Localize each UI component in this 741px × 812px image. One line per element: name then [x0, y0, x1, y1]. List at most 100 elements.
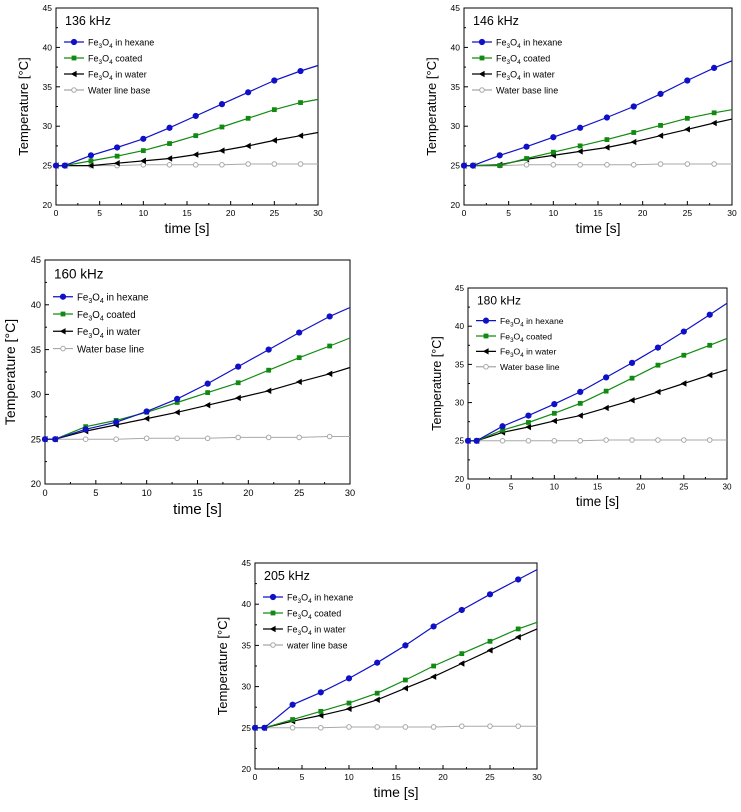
legend-text: in hexane [104, 293, 149, 304]
data-point-hexane [271, 77, 278, 84]
data-point-hexane [680, 328, 687, 335]
data-point-hexane [143, 408, 150, 415]
data-point-coated [431, 663, 436, 669]
legend-subscript: 4 [517, 59, 521, 66]
legend-entry-coated: Fe3O4 coated [53, 310, 136, 323]
data-point-hexane [551, 401, 558, 408]
y-tick-label: 25 [31, 434, 41, 444]
data-point-water [173, 409, 180, 416]
x-tick-label: 30 [345, 488, 355, 498]
y-tick-label: 30 [242, 682, 252, 692]
legend-marker [59, 293, 67, 300]
legend-label: Fe3O4 in water [287, 625, 346, 638]
x-tick-label: 25 [270, 208, 280, 218]
legend-text: Fe [500, 316, 510, 326]
data-point-hexane [166, 124, 173, 131]
data-point-base [192, 162, 199, 168]
series-line-coated [468, 337, 728, 442]
legend-subscript: 3 [99, 75, 103, 82]
data-point-base [515, 723, 522, 729]
legend-subscript: 3 [510, 321, 514, 328]
data-point-water [525, 423, 532, 431]
x-axis-label: time [s] [575, 220, 620, 236]
legend-label: Fe3O4 coated [77, 310, 136, 323]
data-point-base [523, 162, 530, 168]
x-tick-label: 15 [593, 208, 603, 218]
legend-entry-coated: Fe3O4 coated [64, 54, 142, 66]
legend-marker [479, 55, 485, 61]
legend-text: O [301, 625, 308, 635]
x-tick-label: 15 [192, 488, 202, 498]
legend-text: Fe [77, 310, 88, 321]
data-point-coated [88, 158, 94, 164]
data-point-water [317, 712, 324, 719]
data-point-water [326, 370, 333, 377]
legend-text: O [92, 310, 100, 321]
y-tick-label: 45 [31, 255, 41, 265]
data-point-coated [193, 133, 199, 139]
data-point-hexane [460, 162, 468, 169]
legend-subscript: 4 [109, 59, 113, 66]
data-point-base [113, 436, 119, 443]
data-point-base [604, 162, 610, 168]
data-point-base [204, 435, 211, 442]
legend-text: Fe [287, 609, 298, 619]
legend-marker [59, 328, 66, 335]
legend-subscript: 3 [510, 352, 514, 359]
y-tick-label: 45 [451, 3, 461, 13]
y-tick-label: 20 [451, 200, 461, 210]
y-tick-label: 40 [31, 300, 41, 310]
series-line-base [45, 436, 350, 440]
data-point-base [271, 161, 278, 167]
data-point-water [265, 387, 272, 395]
data-point-water [218, 147, 225, 154]
y-tick-label: 30 [31, 390, 41, 400]
legend-subscript: 3 [88, 333, 92, 340]
legend-text: Fe [500, 331, 510, 341]
data-point-coated [500, 427, 505, 433]
chart-title: 146 kHz [473, 14, 519, 28]
data-point-base [219, 162, 225, 168]
legend-text: in hexane [113, 38, 155, 48]
series-line-coated [255, 621, 538, 729]
data-point-coated [550, 149, 556, 155]
legend-text: Water line base [88, 86, 150, 96]
data-point-coated [707, 342, 713, 348]
data-point-coated [681, 352, 687, 358]
legend-marker [478, 38, 486, 46]
x-tick-label: 15 [391, 772, 401, 782]
legend-subscript: 4 [100, 333, 104, 340]
x-tick-label: 30 [532, 772, 542, 782]
x-tick-label: 20 [226, 208, 236, 218]
data-point-water [374, 696, 380, 703]
data-point-hexane [499, 423, 506, 430]
data-point-water [430, 673, 437, 680]
legend-text: in water [312, 625, 346, 635]
x-axis-label: time [s] [164, 220, 209, 236]
x-tick-label: 0 [462, 208, 467, 218]
data-point-base [265, 434, 272, 441]
x-axis-label: time [s] [576, 494, 619, 509]
legend-subscript: 3 [88, 315, 92, 322]
data-point-water [87, 162, 94, 169]
data-point-base [245, 161, 251, 167]
data-point-coated [403, 677, 408, 683]
data-point-hexane [317, 689, 324, 696]
legend-text: O [510, 54, 517, 64]
legend-text: coated [312, 609, 342, 619]
data-point-hexane [235, 363, 242, 370]
legend-text: coated [524, 331, 552, 341]
y-tick-label: 35 [455, 360, 465, 369]
legend-text: O [102, 38, 109, 48]
legend-marker [70, 70, 77, 78]
series-line-water [56, 131, 319, 167]
chart-panel-2: 0 5 10 15 20 25 30 20 25 30 35 40 45 time [s] Temperat… [424, 3, 737, 236]
data-point-coated [603, 388, 609, 394]
data-point-water [684, 126, 690, 133]
legend-label: Fe3O4 in water [88, 70, 147, 83]
data-point-hexane [684, 77, 691, 84]
data-point-hexane [496, 152, 503, 159]
chart-panel-5: 0 5 10 15 20 25 30 20 25 30 35 40 45 time [s] Temperat… [215, 558, 542, 800]
data-point-base [235, 434, 241, 441]
